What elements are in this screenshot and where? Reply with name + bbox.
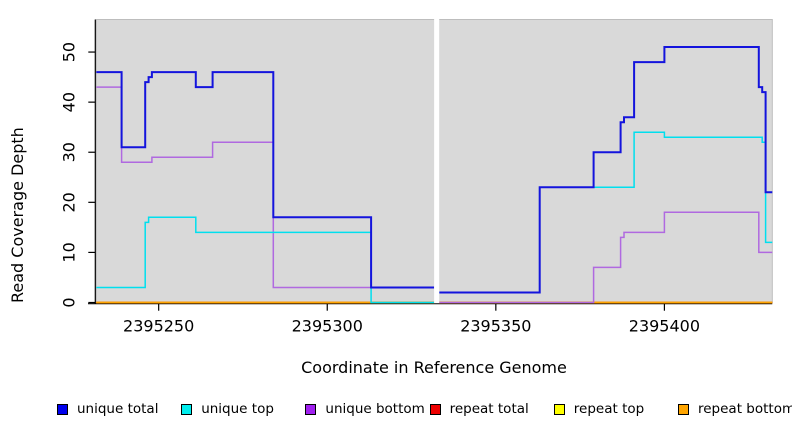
x-tick-label: 2395350: [460, 317, 531, 336]
x-tick-label: 2395250: [123, 317, 194, 336]
y-axis-label: Read Coverage Depth: [8, 127, 27, 303]
y-tick-label: 40: [60, 92, 79, 112]
series-line-unique-total: [439, 46, 773, 294]
y-tick-label: 10: [60, 242, 79, 262]
x-tick-label: 2395300: [292, 317, 363, 336]
series-line-unique-total: [96, 71, 435, 289]
x-tick-label: 2395400: [629, 317, 700, 336]
y-tick-label: 30: [60, 142, 79, 162]
x-axis-label: Coordinate in Reference Genome: [301, 358, 567, 377]
coverage-gap: [434, 18, 440, 304]
y-tick-label: 50: [60, 42, 79, 62]
y-tick-label: 0: [60, 297, 79, 307]
series-line-unique-bottom: [439, 211, 773, 304]
y-tick-label: 20: [60, 192, 79, 212]
